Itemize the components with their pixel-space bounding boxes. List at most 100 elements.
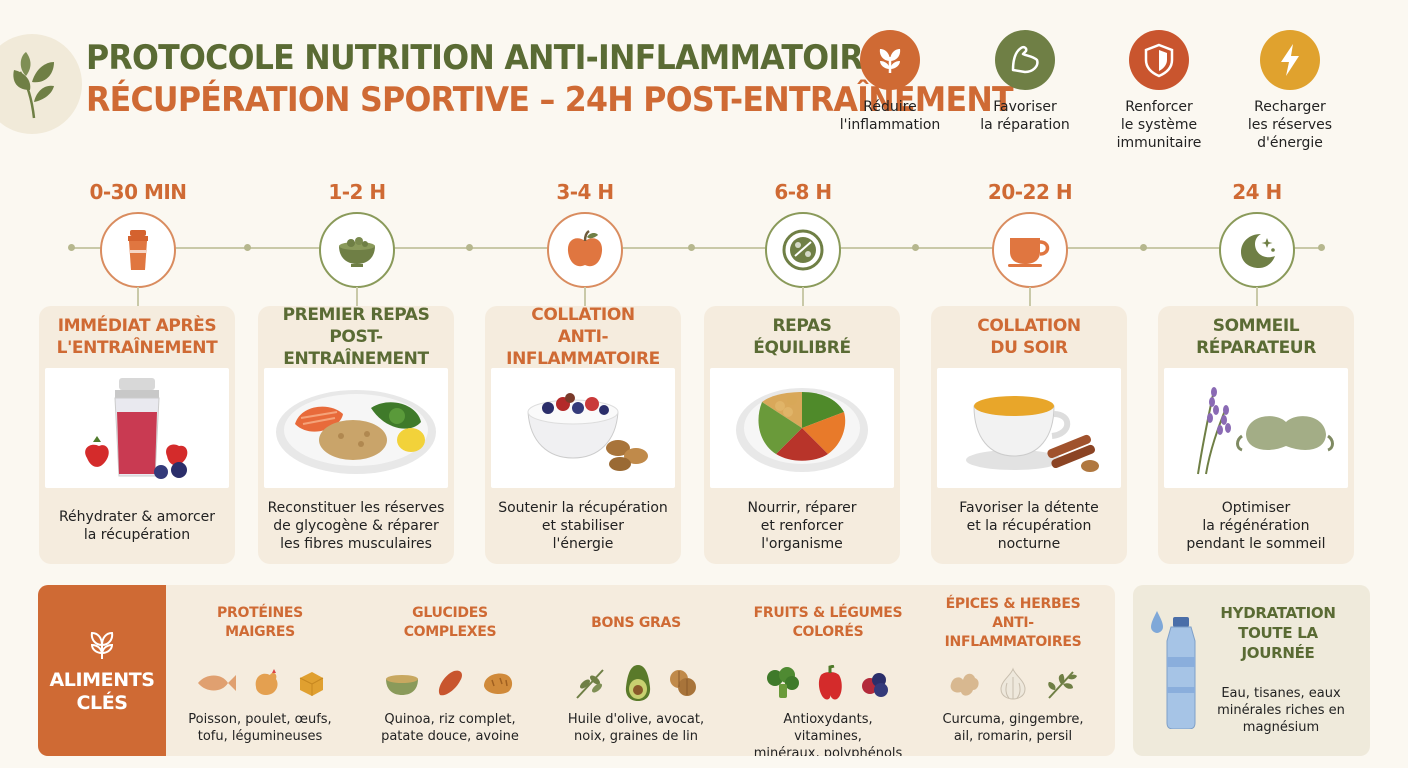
card-description: Reconstituer les réserves de glycogène & … — [267, 500, 445, 552]
timeline-dot — [244, 244, 251, 251]
bread-icon — [484, 673, 513, 694]
timeline-line — [70, 247, 1322, 249]
card-title: SOMMEIL RÉPARATEUR — [1196, 316, 1316, 358]
step-icon-ring — [319, 212, 395, 288]
fish-icon — [198, 675, 236, 691]
card-snack: COLLATION ANTI-INFLAMMATOIRE Soutenir la … — [485, 305, 681, 564]
ginger-icon — [950, 673, 979, 696]
food-category-title: GLUCIDES COMPLEXES — [403, 605, 497, 640]
card-immediate: IMMÉDIAT APRÈS L'ENTRAÎNEMENT Réhydrater … — [39, 306, 235, 564]
step-icon-ring — [547, 212, 623, 288]
logo — [0, 34, 82, 134]
step-time: 3-4 H — [556, 180, 614, 204]
berries-icon — [862, 673, 888, 697]
food-category-description: Quinoa, riz complet, patate douce, avoine — [381, 712, 519, 744]
timeline-step-6-8h: 6-8 H — [703, 180, 903, 288]
food-category-description: Antioxydants, vitamines, minéraux, polyph… — [753, 712, 903, 756]
sweet-potato-icon — [438, 670, 462, 696]
sprout-icon — [90, 631, 114, 659]
goals-row: Réduire l'inflammation Favoriser la répara… — [820, 30, 1380, 160]
pepper-icon — [818, 665, 842, 700]
step-time: 6-8 H — [774, 180, 832, 204]
step-connector — [584, 287, 586, 307]
broccoli-icon — [767, 667, 799, 698]
timeline-dot — [912, 244, 919, 251]
goal-label: Renforcer le système immunitaire — [1116, 99, 1202, 151]
step-time: 0-30 MIN — [89, 180, 187, 204]
sprout-icon — [860, 30, 920, 90]
card-title: REPAS ÉQUILIBRÉ — [753, 316, 851, 358]
food-category-title: PROTÉINES MAIGRES — [217, 605, 303, 640]
card-description: Favoriser la détente et la récupération no… — [959, 500, 1099, 552]
card-sleep: SOMMEIL RÉPARATEUR Optimiser la régénérati… — [1158, 306, 1354, 564]
card-description: Optimiser la régénération pendant le somme… — [1186, 500, 1326, 552]
garlic-icon — [1000, 667, 1026, 700]
step-connector — [1029, 287, 1031, 307]
step-connector — [802, 287, 804, 307]
step-connector — [1256, 287, 1258, 307]
food-category-title: ÉPICES & HERBES ANTI-INFLAMMATOIRES — [944, 595, 1082, 650]
step-icon-ring — [100, 212, 176, 288]
timeline-dot — [1140, 244, 1147, 251]
goal-immunity: Renforcer le système immunitaire — [1089, 30, 1229, 152]
apple-icon — [567, 229, 603, 267]
moon-stars-icon — [1241, 234, 1275, 268]
goal-label: Réduire l'inflammation — [839, 99, 941, 133]
timeline-dot — [466, 244, 473, 251]
card-evening-snack: COLLATION DU SOIR Favoriser la détente et … — [931, 306, 1127, 564]
hydration-title: HYDRATATION TOUTE LA JOURNÉE — [1220, 604, 1336, 662]
food-category-title: FRUITS & LÉGUMES COLORÉS — [753, 605, 903, 640]
timeline-dot — [68, 244, 75, 251]
avocado-icon — [625, 665, 651, 701]
card-title: COLLATION ANTI-INFLAMMATOIRE — [506, 305, 660, 369]
shield-icon — [1129, 30, 1189, 90]
card-title: IMMÉDIAT APRÈS L'ENTRAÎNEMENT — [56, 316, 218, 358]
goal-energy: Recharger les réserves d'énergie — [1220, 30, 1360, 152]
card-description: Soutenir la récupération et stabiliser l'é… — [498, 500, 668, 552]
yogurt-berries-nuts-image — [491, 368, 675, 488]
plate-icon — [782, 229, 824, 271]
timeline-dot — [1318, 244, 1325, 251]
olive-branch-icon — [576, 669, 604, 699]
timeline-step-1-2h: 1-2 H — [257, 180, 457, 288]
timeline-step-3-4h: 3-4 H — [485, 180, 685, 288]
salmon-quinoa-plate-image — [264, 368, 448, 488]
food-category-description: Poisson, poulet, œufs, tofu, légumineuses — [188, 712, 332, 744]
step-time: 1-2 H — [328, 180, 386, 204]
timeline-dot — [688, 244, 695, 251]
card-balanced-meal: REPAS ÉQUILIBRÉ Nourrir, réparer et renfor… — [704, 306, 900, 564]
food-category-good-fats: BONS GRAS Huile d'olive, avocat, noix, gr… — [556, 585, 716, 756]
timeline-step-0-30min: 0-30 MIN — [38, 180, 238, 288]
page-subtitle: RÉCUPÉRATION SPORTIVE – 24H POST-ENTRAÎN… — [86, 80, 1014, 120]
goal-label: Favoriser la réparation — [980, 99, 1070, 133]
chickpea-vegetable-plate-image — [710, 368, 894, 488]
card-description: Nourrir, réparer et renforcer l'organisme — [747, 500, 857, 552]
step-time: 24 H — [1232, 180, 1282, 204]
step-icon-ring — [1219, 212, 1295, 288]
card-title: PREMIER REPAS POST-ENTRAÎNEMENT — [282, 305, 430, 369]
step-icon-ring — [765, 212, 841, 288]
step-icon-ring — [992, 212, 1068, 288]
muscle-icon — [995, 30, 1055, 90]
step-time: 20-22 H — [987, 180, 1073, 204]
key-foods-panel: ALIMENTS CLÉS PROTÉINES MAIGRES Poisson, p… — [38, 585, 1115, 756]
food-category-description: Huile d'olive, avocat, noix, graines de l… — [567, 712, 705, 744]
shaker-bottle-icon — [128, 230, 148, 270]
herb-icon — [1048, 671, 1077, 699]
card-title: COLLATION DU SOIR — [977, 316, 1081, 358]
golden-milk-cup-image — [937, 368, 1121, 488]
bowl-icon — [339, 237, 375, 267]
timeline-step-20-22h: 20-22 H — [930, 180, 1130, 288]
water-bottle-icon — [1151, 611, 1196, 729]
food-category-proteins: PROTÉINES MAIGRES Poisson, poulet, œufs, t… — [180, 585, 340, 756]
tofu-icon — [299, 672, 324, 696]
step-connector — [137, 287, 139, 307]
card-description: Réhydrater & amorcer la récupération — [58, 509, 216, 543]
food-category-carbs: GLUCIDES COMPLEXES Quinoa, riz complet, pa… — [370, 585, 530, 756]
hydration-description: Eau, tisanes, eaux minérales riches en mag… — [1217, 686, 1345, 735]
lightning-icon — [1260, 30, 1320, 90]
card-first-meal: PREMIER REPAS POST-ENTRAÎNEMENT Reconstit… — [258, 305, 454, 564]
timeline-step-24h: 24 H — [1157, 180, 1357, 288]
cup-icon — [1008, 238, 1050, 267]
food-category-description: Curcuma, gingembre, ail, romarin, persil — [942, 712, 1084, 744]
